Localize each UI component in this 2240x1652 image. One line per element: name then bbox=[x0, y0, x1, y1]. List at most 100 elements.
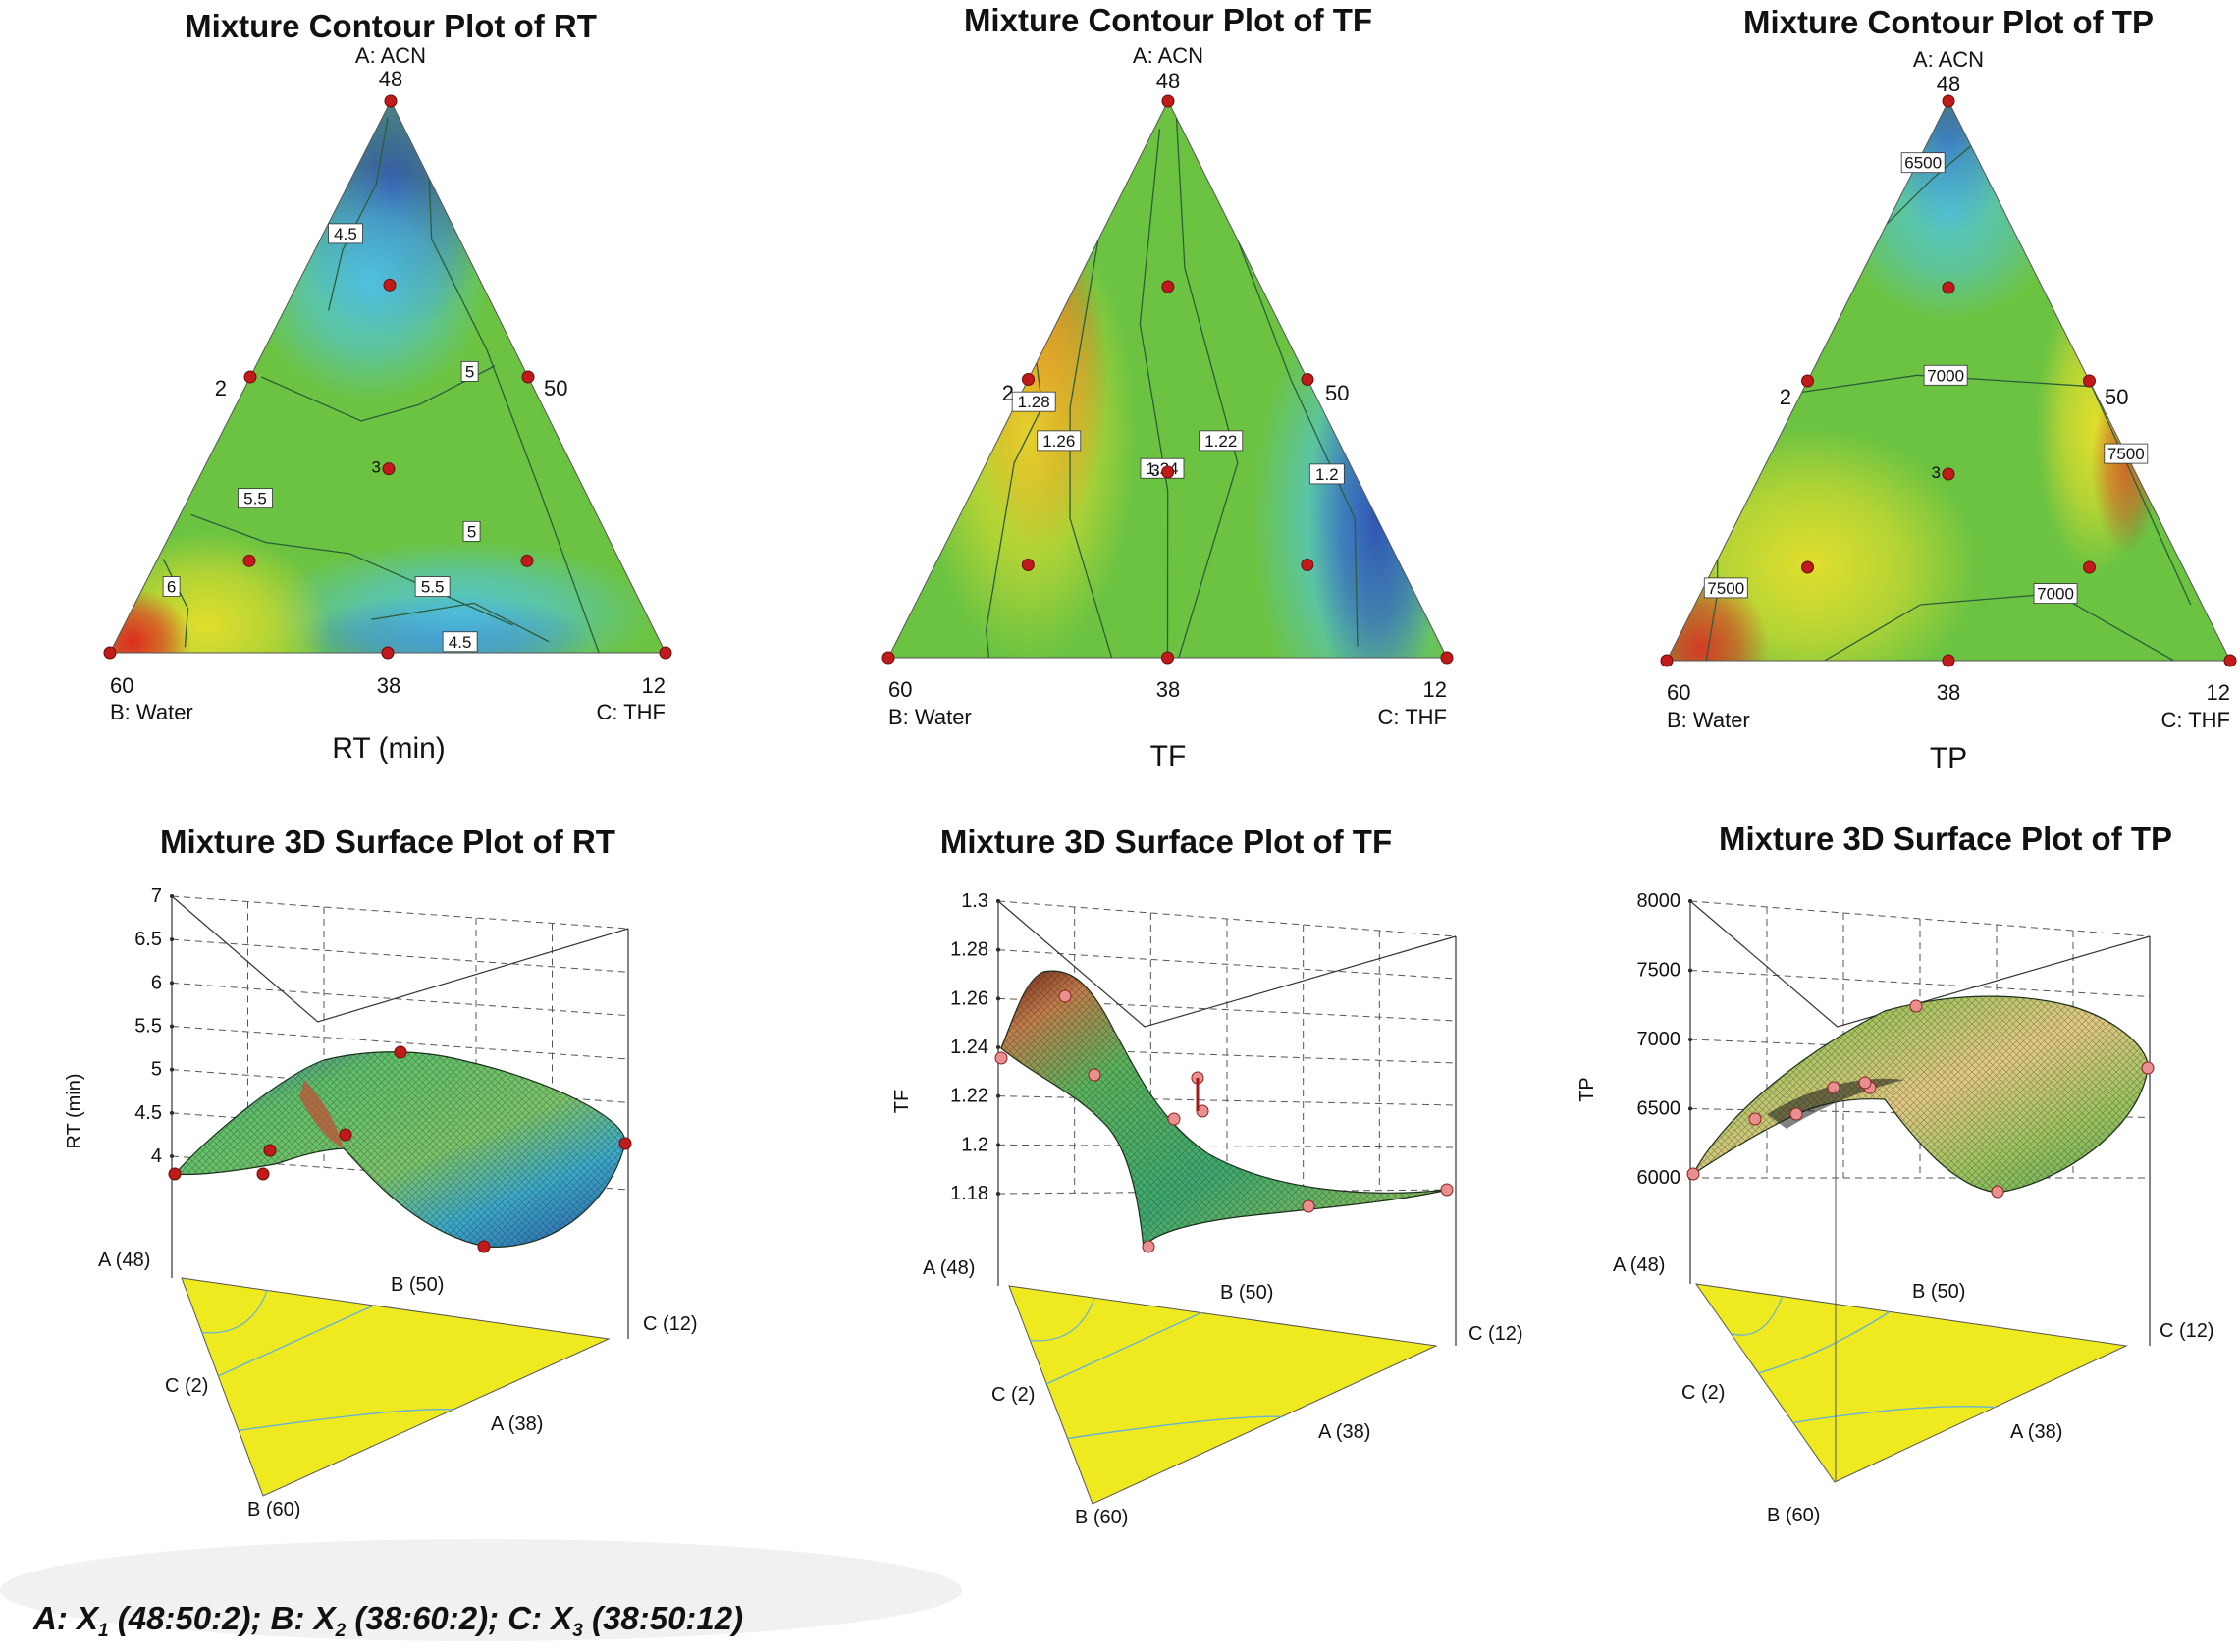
z-tick-label: 1.22 bbox=[950, 1086, 988, 1107]
design-point bbox=[381, 646, 395, 660]
x-axis-title: RT (min) bbox=[332, 732, 446, 765]
z-axis-title: TF bbox=[891, 1090, 913, 1113]
design-point bbox=[521, 370, 535, 384]
contour-label: 7500 bbox=[2107, 445, 2145, 463]
design-point bbox=[1058, 989, 1072, 1003]
contour-line bbox=[428, 178, 600, 653]
surface-plot-area: 4 4.5 5 5.5 6 6.5 7 bbox=[134, 885, 632, 1497]
contour-panel-rt: Mixture Contour Plot of RT A: ACN 48 4.5… bbox=[103, 8, 672, 765]
color-region bbox=[1667, 570, 1770, 661]
centroid-label: 3 bbox=[1932, 463, 1941, 482]
axis-label-a-top: A (48) bbox=[98, 1250, 150, 1271]
design-point bbox=[243, 370, 257, 384]
contour-label-box bbox=[1703, 577, 1748, 599]
contour-label: 1.26 bbox=[1042, 432, 1075, 451]
vertex-c-value: 12 bbox=[2207, 680, 2230, 705]
axis-label-a-low: A (38) bbox=[2010, 1421, 2062, 1443]
design-point bbox=[1991, 1185, 2004, 1199]
ternary-plot-area: 4.5 5 5.5 6 5.5 5 4.5 3 bbox=[103, 94, 672, 660]
vertex-a-label: A: ACN bbox=[1133, 43, 1203, 68]
axis-label-a-top: A (48) bbox=[1613, 1254, 1665, 1276]
contour-label-box bbox=[1011, 391, 1056, 412]
contour-label-box bbox=[1308, 463, 1345, 485]
axis-label-c-low: C (2) bbox=[165, 1375, 208, 1397]
vertex-c-label: C: THF bbox=[2161, 708, 2230, 732]
design-point bbox=[168, 1167, 182, 1181]
edge-right-label: 50 bbox=[544, 376, 567, 400]
contour-label-box bbox=[414, 576, 451, 597]
design-point bbox=[2083, 560, 2096, 574]
axis-label-c-top: C (12) bbox=[2160, 1320, 2214, 1342]
design-point bbox=[1440, 651, 1454, 665]
design-point bbox=[1909, 999, 1923, 1013]
z-tick-label: 1.3 bbox=[961, 890, 988, 912]
contour-label-box bbox=[2033, 583, 2078, 604]
contour-line bbox=[162, 559, 189, 648]
footnote-c: C: X bbox=[499, 1600, 574, 1636]
axis-label-b-top: B (50) bbox=[1220, 1282, 1273, 1304]
surface-plot-area: 6000 6500 7000 7500 8000 bbox=[1637, 890, 2155, 1483]
contour-line bbox=[1069, 240, 1113, 658]
vertex-c-value: 12 bbox=[1423, 677, 1447, 702]
max-projection-line bbox=[1689, 900, 2151, 1028]
contour-line bbox=[1237, 240, 1359, 647]
contour-label-box bbox=[2104, 443, 2149, 464]
z-axis-title: TP bbox=[1576, 1077, 1598, 1102]
axis-label-a-low: A (38) bbox=[491, 1413, 543, 1435]
z-tick-label: 7000 bbox=[1637, 1029, 1681, 1050]
vertex-a-label: A: ACN bbox=[355, 43, 426, 68]
design-point bbox=[1301, 373, 1314, 386]
contour-label-box bbox=[462, 520, 481, 542]
response-surface-mesh bbox=[175, 1051, 626, 1248]
chart-title: Mixture Contour Plot of TF bbox=[964, 2, 1372, 38]
centroid-label: 3 bbox=[1150, 461, 1159, 480]
z-tick-label: 6 bbox=[151, 972, 162, 993]
vertex-b-value: 60 bbox=[1667, 680, 1690, 705]
contour-line bbox=[1886, 145, 1972, 225]
contour-label-box bbox=[1199, 430, 1244, 452]
design-point bbox=[1301, 559, 1314, 571]
contour-label-box bbox=[328, 223, 363, 244]
vertex-b-label: B: Water bbox=[110, 700, 193, 724]
axis-label-b-low: B (60) bbox=[1767, 1505, 1820, 1526]
contour-label: 5 bbox=[467, 522, 476, 541]
x-axis-title: TF bbox=[1150, 740, 1187, 773]
footnote-c-sub: 3 bbox=[572, 1621, 583, 1641]
design-point bbox=[1942, 654, 1955, 667]
contour-label: 5 bbox=[465, 362, 474, 381]
contour-label: 5.5 bbox=[243, 490, 267, 508]
contour-label: 4.5 bbox=[449, 633, 472, 652]
contour-label: 1.2 bbox=[1315, 465, 1339, 484]
design-point bbox=[382, 462, 396, 476]
design-point bbox=[1789, 1107, 1803, 1121]
axis-label-b-low: B (60) bbox=[247, 1499, 300, 1520]
surface-panel-rt: Mixture 3D Surface Plot of RT 4 4.5 5 5.5 6 6… bbox=[64, 824, 698, 1520]
contour-line bbox=[1824, 592, 2174, 661]
z-tick-label: 6.5 bbox=[134, 929, 162, 950]
base-triangle bbox=[1694, 1283, 2128, 1483]
z-tick-label: 5 bbox=[151, 1059, 162, 1081]
contour-label-box bbox=[162, 576, 181, 597]
edge-right-label: 50 bbox=[1325, 381, 1349, 405]
footnote-b: B: X bbox=[261, 1600, 337, 1636]
design-point bbox=[263, 1144, 277, 1157]
z-tick-label: 6500 bbox=[1637, 1098, 1681, 1120]
base-contour-line bbox=[1067, 1415, 1282, 1440]
design-point bbox=[1022, 373, 1035, 386]
design-point bbox=[994, 1051, 1008, 1065]
design-point bbox=[1161, 280, 1175, 293]
base-contour-line bbox=[239, 1408, 453, 1432]
footnote-c-rest: (38:50:12) bbox=[583, 1600, 743, 1636]
design-point bbox=[256, 1167, 270, 1181]
axis-label-c-top: C (12) bbox=[1468, 1323, 1523, 1345]
design-point bbox=[1142, 1240, 1155, 1253]
contour-label-box bbox=[1037, 430, 1082, 452]
design-point bbox=[1021, 559, 1035, 571]
design-point bbox=[477, 1240, 491, 1253]
gridline-horizontal bbox=[171, 938, 629, 973]
contour-line bbox=[2088, 380, 2192, 606]
design-point bbox=[1801, 374, 1814, 388]
contour-panel-tf: Mixture Contour Plot of TF A: ACN 48 1.2… bbox=[881, 2, 1454, 773]
ternary-plot-area: 1.281.261.241.221.23 bbox=[881, 94, 1454, 665]
